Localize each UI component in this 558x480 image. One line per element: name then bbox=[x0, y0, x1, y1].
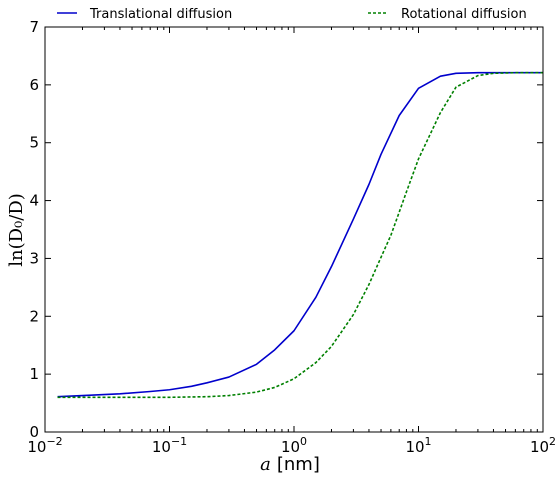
x-tick-label: 102 bbox=[530, 435, 556, 456]
y-tick-label: 6 bbox=[29, 76, 39, 94]
series-line-1 bbox=[57, 71, 543, 398]
x-tick-label-base: 10 bbox=[27, 438, 46, 456]
x-tick-label: 101 bbox=[405, 435, 431, 456]
x-tick-label: 10−1 bbox=[152, 435, 187, 456]
x-tick-label-base: 10 bbox=[152, 438, 171, 456]
x-tick-label-base: 10 bbox=[405, 438, 424, 456]
x-tick-label-exp: −2 bbox=[46, 435, 62, 448]
y-tick-label: 2 bbox=[29, 307, 39, 325]
series-line-2 bbox=[57, 71, 543, 399]
y-tick-label: 0 bbox=[29, 423, 39, 441]
y-axis-label: ln(D₀/D) bbox=[6, 193, 27, 267]
y-tick-label: 5 bbox=[29, 134, 39, 152]
legend: Translational diffusion Rotational diffus… bbox=[57, 7, 527, 22]
x-tick-label-exp: 2 bbox=[549, 435, 556, 448]
x-tick-label-exp: 0 bbox=[300, 435, 307, 448]
x-tick-label-base: 10 bbox=[530, 438, 549, 456]
legend-label-translational: Translational diffusion bbox=[89, 7, 232, 22]
y-tick-label: 1 bbox=[29, 365, 39, 383]
y-tick-label: 7 bbox=[29, 18, 39, 36]
x-tick-label: 10−2 bbox=[27, 435, 62, 456]
x-tick-label-base: 10 bbox=[281, 438, 300, 456]
x-axis-label-var: a bbox=[260, 454, 271, 475]
x-axis-label: a [nm] bbox=[260, 454, 320, 475]
plot-frame bbox=[44, 26, 544, 433]
x-tick-label: 100 bbox=[281, 435, 307, 456]
y-tick-label: 3 bbox=[29, 249, 39, 267]
x-tick-label-exp: 1 bbox=[425, 435, 432, 448]
y-tick-label: 4 bbox=[29, 192, 39, 210]
x-tick-label-exp: −1 bbox=[171, 435, 187, 448]
series-layer bbox=[57, 71, 543, 399]
legend-label-rotational: Rotational diffusion bbox=[401, 7, 527, 22]
x-axis-label-unit: [nm] bbox=[277, 454, 320, 475]
